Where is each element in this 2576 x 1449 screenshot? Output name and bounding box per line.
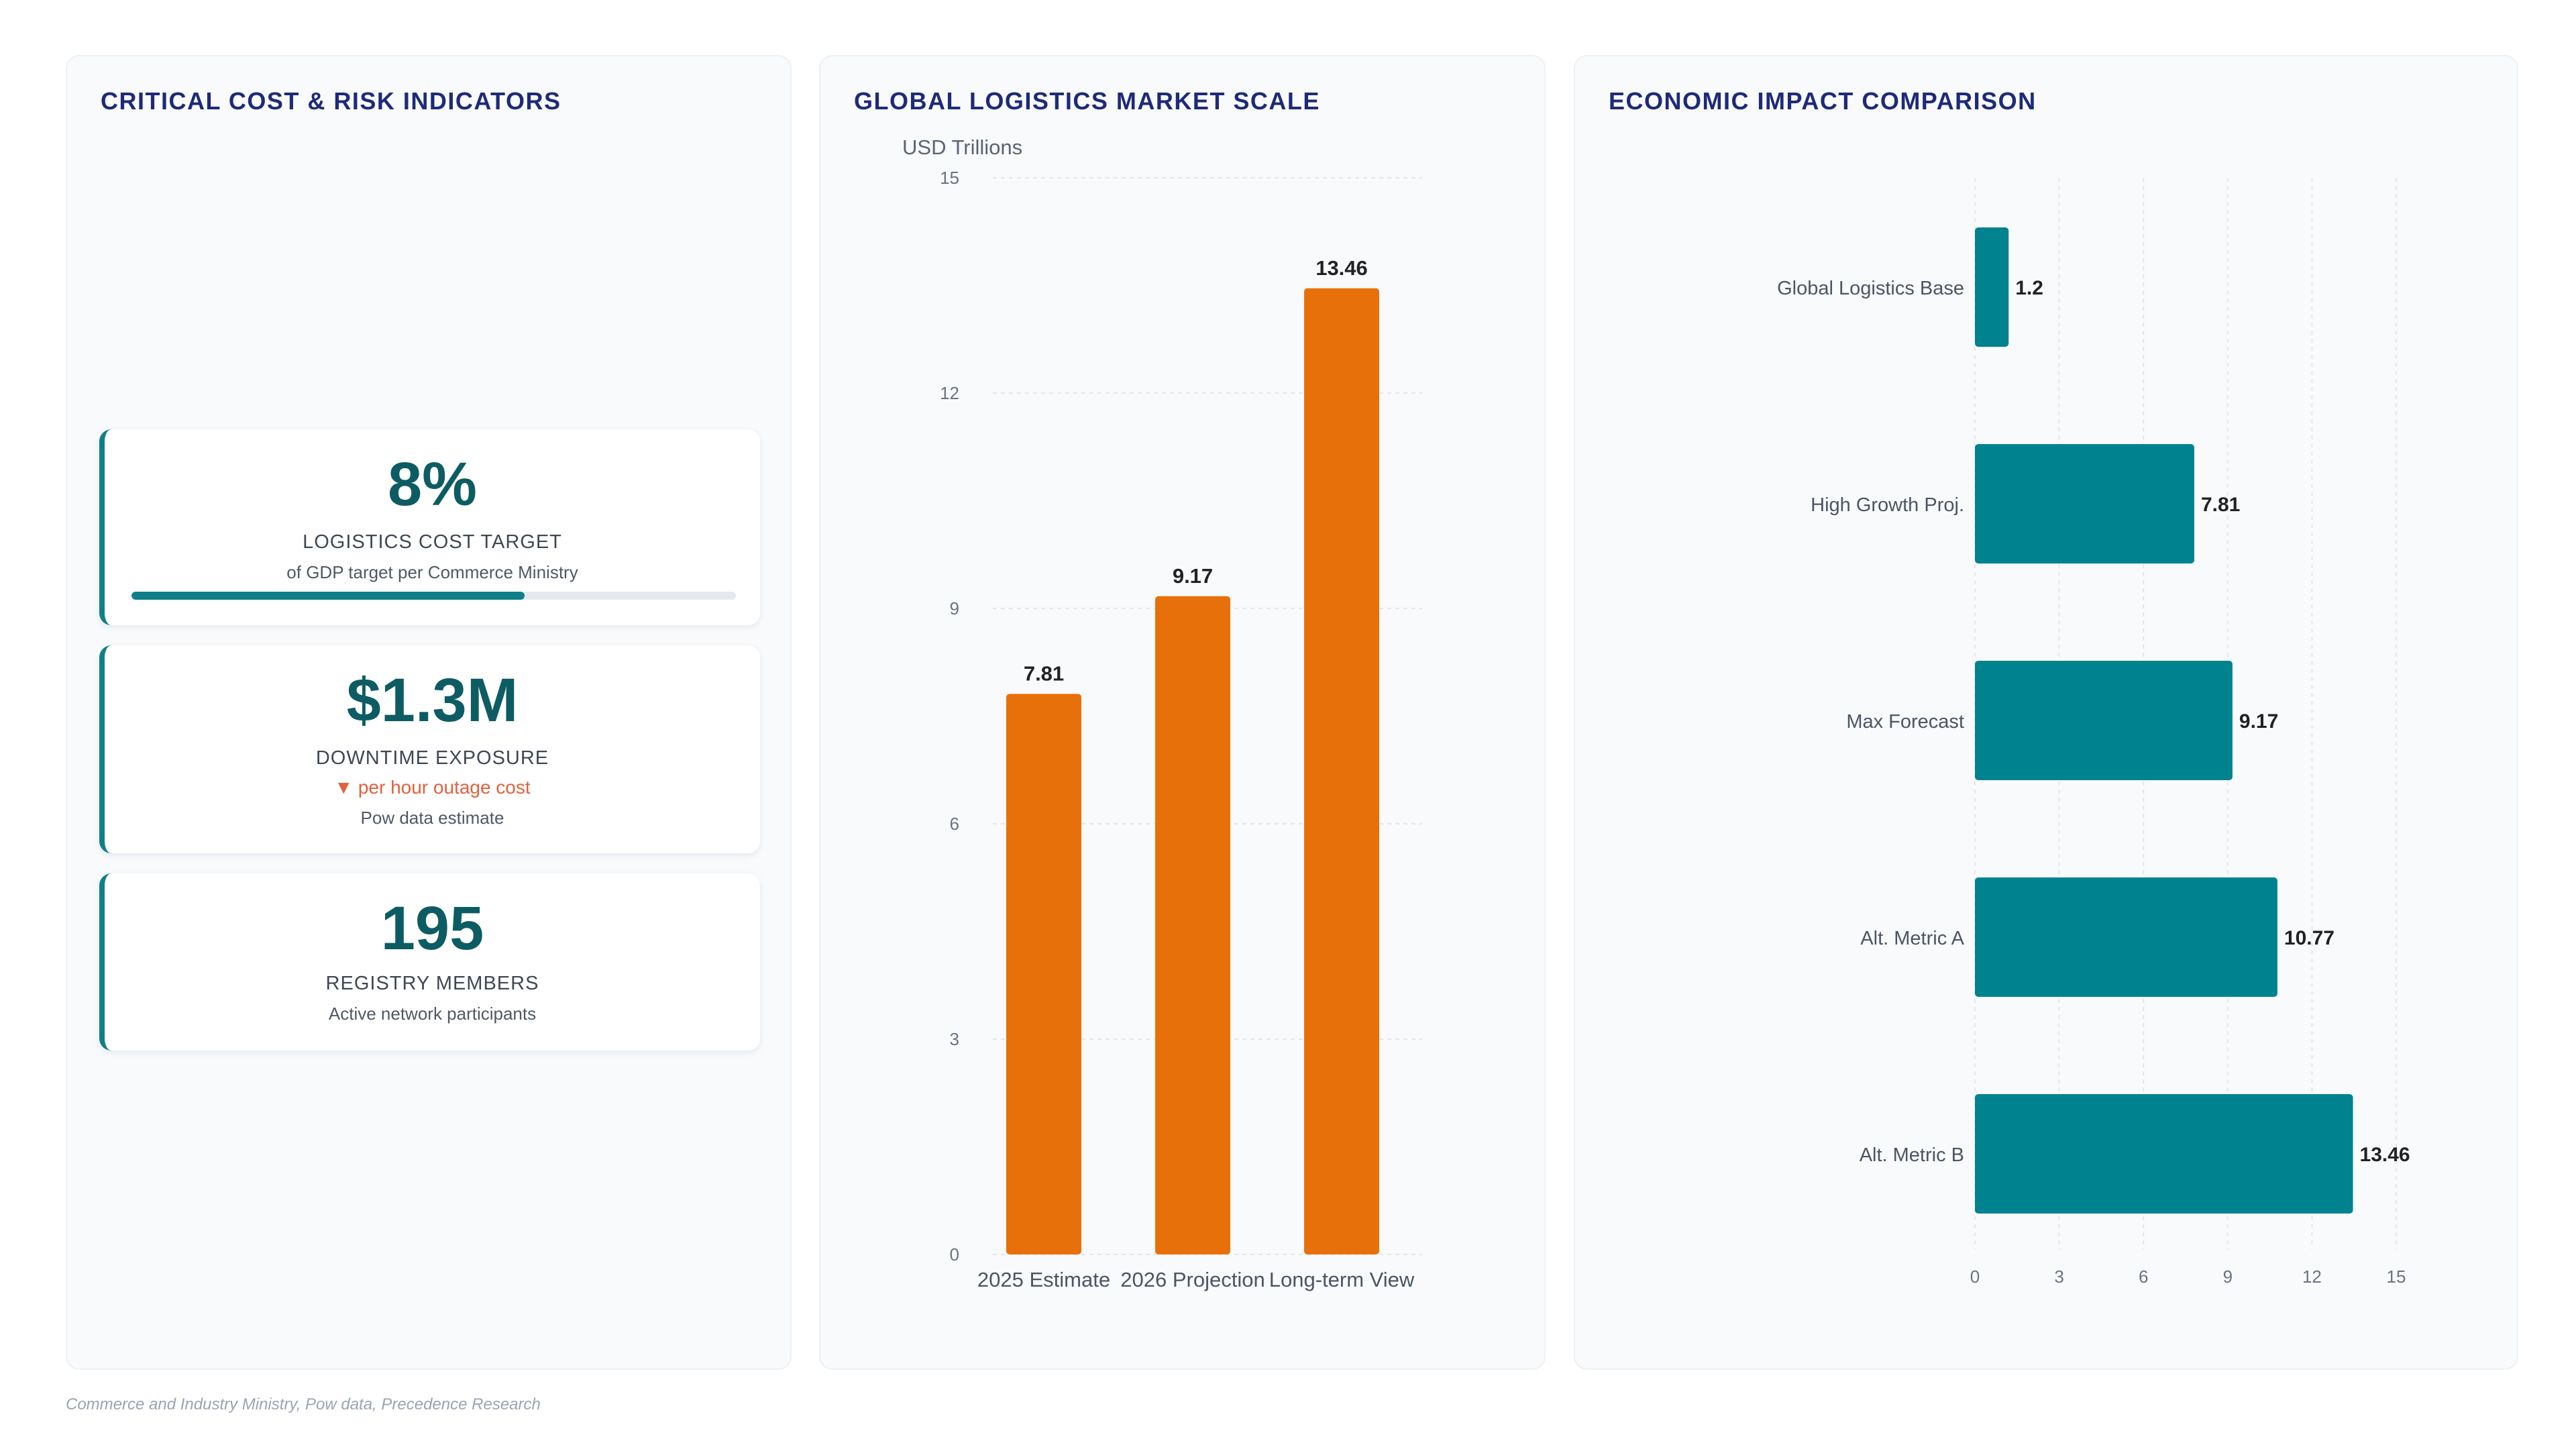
kpi-label: LOGISTICS COST TARGET (303, 531, 562, 553)
kpi-value: $1.3M (346, 666, 519, 735)
y-tick-label: 9 (950, 598, 959, 619)
data-label: 10.77 (2284, 927, 2334, 949)
kpi-value: 195 (380, 894, 484, 963)
y-tick-label: Alt. Metric A (1860, 928, 1964, 949)
kpi-card-logistics-cost: 8% LOGISTICS COST TARGET of GDP target p… (99, 429, 760, 625)
market-chart-title: GLOBAL LOGISTICS MARKET SCALE (854, 87, 1320, 115)
data-label: 1.2 (2015, 277, 2043, 299)
data-label: 7.81 (2201, 494, 2240, 516)
y-tick-label: 0 (950, 1244, 959, 1265)
data-label: 13.46 (1316, 256, 1368, 280)
impact-chart-title: ECONOMIC IMPACT COMPARISON (1609, 87, 2037, 115)
data-label: 9.17 (2239, 710, 2278, 733)
y-axis-label: USD Trillions (902, 136, 1022, 159)
data-label: 13.46 (2360, 1144, 2410, 1166)
progress-fill (131, 592, 525, 600)
y-tick-label: Global Logistics Base (1777, 278, 1964, 299)
y-tick-label: Alt. Metric B (1860, 1144, 1964, 1166)
y-tick-label: 12 (940, 383, 959, 403)
bar (1975, 1094, 2353, 1214)
kpi-card-downtime: $1.3M DOWNTIME EXPOSURE ▼ per hour outag… (99, 645, 760, 853)
data-label: 9.17 (1173, 564, 1213, 588)
kpi-subtext: Pow data estimate (360, 808, 504, 828)
bar (1975, 444, 2194, 564)
bar (1304, 288, 1379, 1254)
kpi-subtext: Active network participants (328, 1004, 537, 1024)
kpi-subtext: of GDP target per Commerce Ministry (286, 562, 578, 582)
x-tick-label: 6 (2139, 1267, 2148, 1287)
kpi-label: DOWNTIME EXPOSURE (315, 747, 549, 769)
kpi-panel-title: CRITICAL COST & RISK INDICATORS (101, 87, 561, 115)
source-footnote: Commerce and Industry Ministry, Pow data… (66, 1395, 541, 1413)
kpi-trend-down: ▼ per hour outage cost (334, 777, 531, 798)
bar (1155, 596, 1230, 1254)
x-tick-label: 3 (2054, 1267, 2063, 1287)
y-tick-label: 3 (950, 1029, 959, 1049)
x-tick-label: Long-term View (1269, 1268, 1415, 1291)
y-tick-label: Max Forecast (1846, 711, 1964, 733)
data-label: 7.81 (1024, 661, 1064, 685)
kpi-label: REGISTRY MEMBERS (325, 973, 539, 994)
kpi-value: 8% (388, 450, 477, 519)
x-tick-label: 2026 Projection (1120, 1268, 1265, 1291)
x-tick-label: 15 (2387, 1267, 2406, 1287)
bar (1006, 694, 1081, 1254)
bar (1975, 877, 2277, 997)
x-tick-label: 9 (2223, 1267, 2233, 1287)
x-tick-label: 2025 Estimate (977, 1268, 1110, 1291)
x-tick-label: 0 (1970, 1267, 1980, 1287)
kpi-card-registry: 195 REGISTRY MEMBERS Active network part… (99, 873, 760, 1051)
y-tick-label: High Growth Proj. (1811, 494, 1964, 516)
bar (1975, 661, 2233, 780)
progress-track (131, 592, 736, 600)
x-tick-label: 12 (2302, 1267, 2322, 1287)
kpi-panel: CRITICAL COST & RISK INDICATORS 8% LOGIS… (66, 55, 792, 1370)
y-tick-label: 6 (950, 814, 959, 834)
y-tick-label: 15 (940, 168, 959, 188)
bar (1975, 227, 2009, 347)
